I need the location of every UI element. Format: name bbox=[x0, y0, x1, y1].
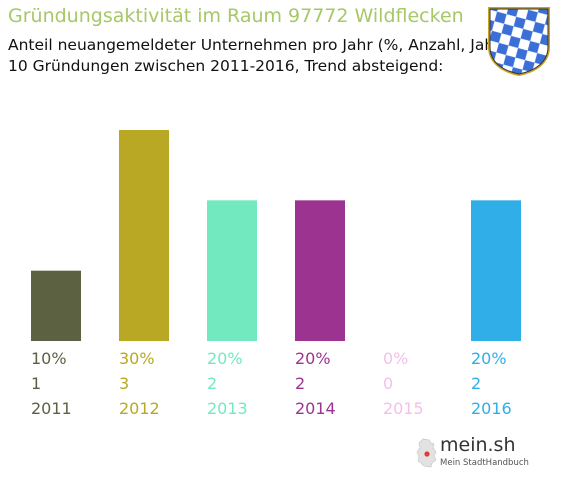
percent-label-2013: 20% bbox=[207, 349, 243, 368]
bavaria-emblem-icon bbox=[488, 7, 550, 76]
count-label-2012: 3 bbox=[119, 374, 129, 393]
percent-label-2016: 20% bbox=[471, 349, 507, 368]
bar-2012 bbox=[119, 130, 169, 341]
year-label-2012: 2012 bbox=[119, 399, 160, 418]
year-label-2011: 2011 bbox=[31, 399, 72, 418]
count-label-2016: 2 bbox=[471, 374, 481, 393]
percent-label-2014: 20% bbox=[295, 349, 331, 368]
bar-2013 bbox=[207, 200, 257, 341]
mein-sh-logo: mein.sh Mein StadtHandbuch bbox=[415, 432, 529, 474]
year-label-2013: 2013 bbox=[207, 399, 248, 418]
chart-title: Gründungsaktivität im Raum 97772 Wildfle… bbox=[8, 5, 464, 27]
logo-tagline: Mein StadtHandbuch bbox=[440, 458, 529, 468]
count-label-2014: 2 bbox=[295, 374, 305, 393]
year-label-2016: 2016 bbox=[471, 399, 512, 418]
subtitle-line-2: 10 Gründungen zwischen 2011-2016, Trend … bbox=[8, 57, 444, 75]
year-label-2015: 2015 bbox=[383, 399, 424, 418]
count-label-2013: 2 bbox=[207, 374, 217, 393]
chart-subtitle: Anteil neuangemeldeter Unternehmen pro J… bbox=[8, 35, 507, 77]
percent-label-2015: 0% bbox=[383, 349, 408, 368]
count-label-2011: 1 bbox=[31, 374, 41, 393]
percent-label-2011: 10% bbox=[31, 349, 67, 368]
bar-2016 bbox=[471, 200, 521, 341]
germany-map-icon bbox=[416, 438, 437, 468]
logo-name: mein.sh bbox=[440, 434, 516, 456]
percent-label-2012: 30% bbox=[119, 349, 155, 368]
bar-2011 bbox=[31, 270, 81, 341]
count-label-2015: 0 bbox=[383, 374, 393, 393]
subtitle-line-1: Anteil neuangemeldeter Unternehmen pro J… bbox=[8, 36, 507, 54]
year-label-2014: 2014 bbox=[295, 399, 336, 418]
bar-2014 bbox=[295, 200, 345, 341]
